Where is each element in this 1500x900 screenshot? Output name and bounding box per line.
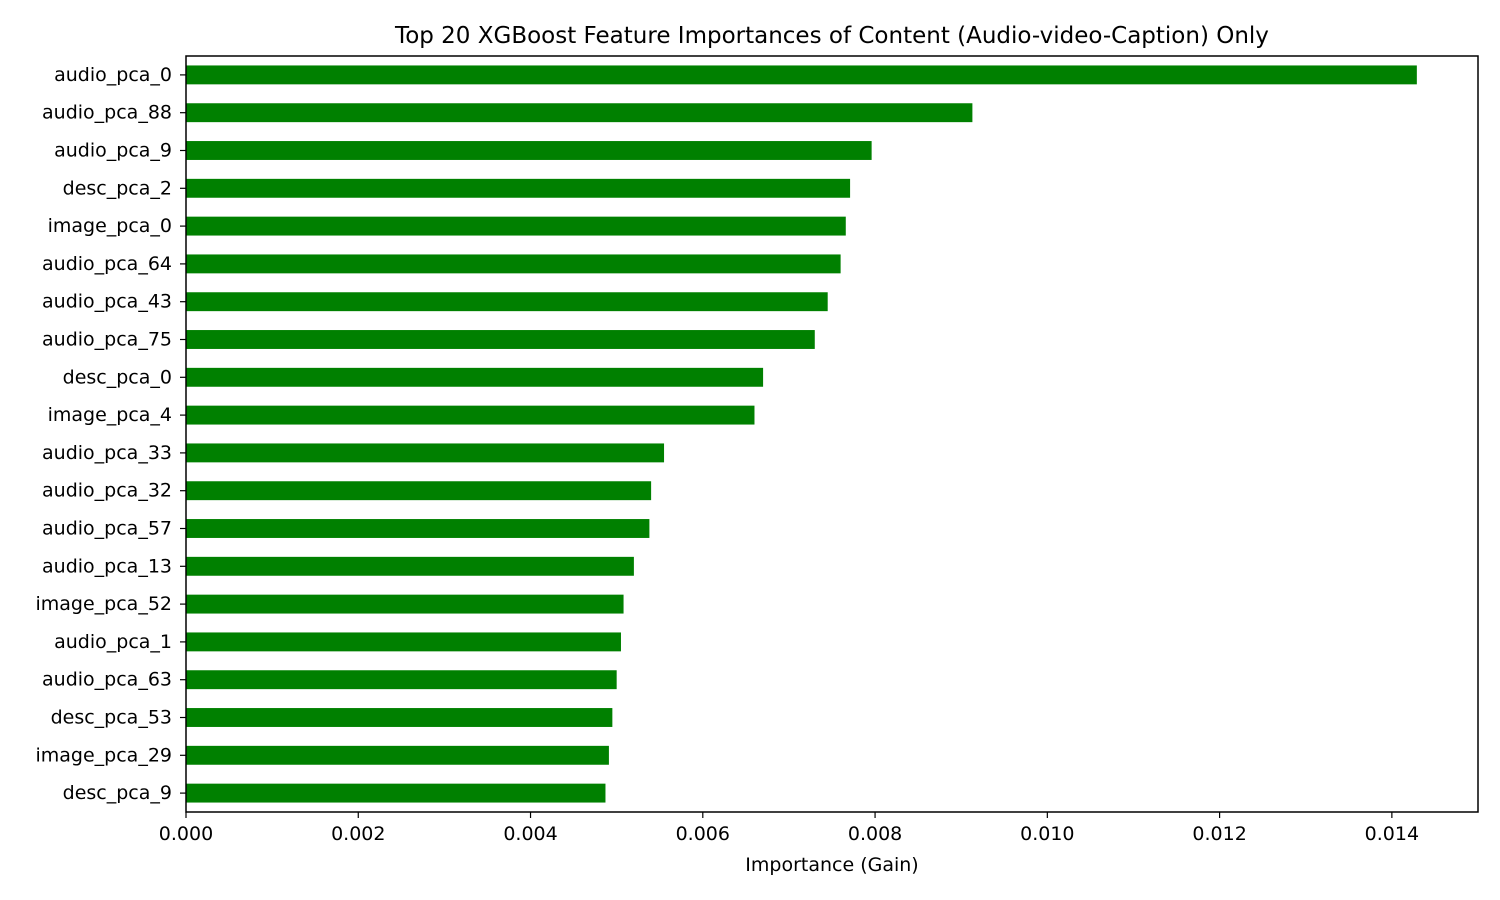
plot-frame (185, 55, 1479, 813)
y-tick-label: desc_pca_9 (63, 782, 172, 804)
bar-audio_pca_1 (186, 632, 621, 652)
bar-audio_pca_13 (186, 556, 634, 576)
x-tick-label: 0.014 (1365, 823, 1419, 845)
x-tick-label: 0.004 (503, 823, 557, 845)
bar-audio_pca_43 (186, 292, 828, 312)
bar-audio_pca_88 (186, 103, 973, 123)
y-tick-label: audio_pca_32 (42, 480, 172, 502)
bar-audio_pca_63 (186, 670, 617, 690)
y-tick-label: audio_pca_13 (42, 555, 172, 577)
y-axis: audio_pca_0 audio_pca_88 audio_pca_9 desc_p… (35, 64, 186, 804)
y-tick-label: audio_pca_64 (42, 253, 172, 275)
y-tick-label: audio_pca_1 (54, 631, 172, 653)
y-tick-label: desc_pca_0 (63, 366, 172, 388)
bar-desc_pca_0 (186, 367, 764, 387)
x-axis: 0.000 0.002 0.004 0.006 0.008 0.010 0.012 0.014 (159, 812, 1419, 845)
y-tick-label: desc_pca_53 (51, 707, 172, 729)
y-tick-label: audio_pca_0 (54, 64, 172, 86)
y-tick-label: audio_pca_57 (42, 518, 172, 540)
x-tick-label: 0.006 (676, 823, 730, 845)
x-tick-label: 0.010 (1020, 823, 1074, 845)
bar-audio_pca_75 (186, 330, 815, 349)
y-tick-label: audio_pca_9 (54, 140, 172, 162)
bar-desc_pca_2 (186, 178, 851, 198)
y-tick-label: image_pca_52 (35, 593, 172, 615)
bars-layer (186, 65, 1417, 803)
bar-desc_pca_53 (186, 708, 613, 727)
x-axis-label: Importance (Gain) (745, 854, 918, 876)
y-tick-label: audio_pca_43 (42, 291, 172, 313)
y-tick-label: audio_pca_33 (42, 442, 172, 464)
bar-audio_pca_64 (186, 254, 841, 274)
bar-image_pca_52 (186, 594, 624, 614)
bar-image_pca_29 (186, 745, 609, 765)
x-tick-label: 0.008 (848, 823, 902, 845)
y-tick-label: image_pca_4 (48, 404, 172, 426)
y-tick-label: desc_pca_2 (63, 177, 172, 199)
bar-audio_pca_32 (186, 481, 652, 501)
x-tick-label: 0.012 (1192, 823, 1246, 845)
y-tick-label: audio_pca_63 (42, 669, 172, 691)
bar-audio_pca_57 (186, 519, 650, 538)
y-tick-label: audio_pca_88 (42, 102, 172, 124)
bar-desc_pca_9 (186, 783, 606, 803)
y-tick-label: audio_pca_75 (42, 329, 172, 351)
bar-image_pca_0 (186, 216, 846, 236)
y-tick-label: image_pca_29 (35, 744, 172, 766)
bar-audio_pca_0 (186, 65, 1417, 85)
chart-title: Top 20 XGBoost Feature Importances of Co… (394, 23, 1269, 49)
x-tick-label: 0.000 (159, 823, 213, 845)
bar-image_pca_4 (186, 405, 755, 425)
y-tick-label: image_pca_0 (48, 215, 172, 237)
bar-audio_pca_33 (186, 443, 665, 463)
x-tick-label: 0.002 (331, 823, 385, 845)
bar-audio_pca_9 (186, 141, 872, 160)
